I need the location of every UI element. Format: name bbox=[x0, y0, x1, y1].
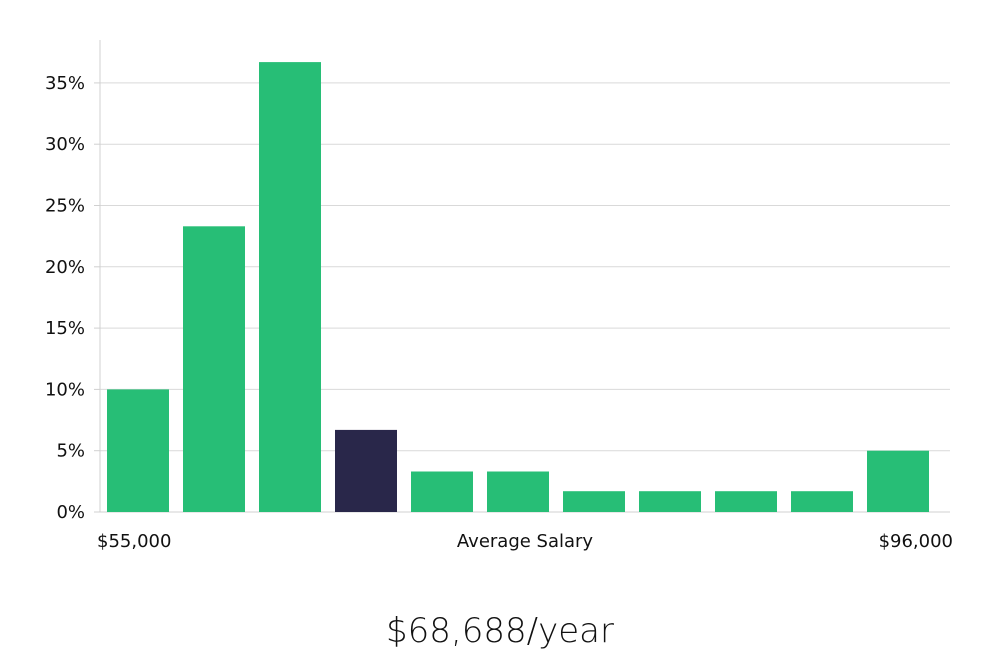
bar bbox=[107, 389, 169, 512]
bar bbox=[487, 471, 549, 512]
y-axis: 0% 5% 10% 15% 20% 25% 30% 35% bbox=[45, 40, 101, 523]
x-start-label: $55,000 bbox=[97, 531, 171, 552]
bar bbox=[791, 491, 853, 512]
x-end-label: $96,000 bbox=[879, 531, 953, 552]
bars bbox=[107, 62, 929, 513]
y-tick-label: 15% bbox=[45, 318, 85, 339]
bar-highlighted bbox=[335, 429, 397, 512]
x-axis-title: Average Salary bbox=[457, 531, 594, 552]
y-tick-label: 35% bbox=[45, 73, 85, 94]
y-tick-label: 25% bbox=[45, 196, 85, 217]
bar bbox=[867, 450, 929, 512]
y-tick-label: 5% bbox=[56, 441, 85, 462]
bar bbox=[639, 491, 701, 512]
y-tick-label: 30% bbox=[45, 134, 85, 155]
bar bbox=[259, 62, 321, 512]
average-salary: $68,688/year bbox=[386, 611, 614, 651]
bar bbox=[411, 471, 473, 512]
bar bbox=[715, 491, 777, 512]
salary-histogram: 0% 5% 10% 15% 20% 25% 30% 35% $55,000 Average S… bbox=[45, 40, 953, 552]
y-tick-label: 0% bbox=[56, 502, 85, 523]
bar bbox=[183, 226, 245, 513]
y-tick-label: 20% bbox=[45, 257, 85, 278]
bar bbox=[563, 491, 625, 512]
y-tick-label: 10% bbox=[45, 379, 85, 400]
